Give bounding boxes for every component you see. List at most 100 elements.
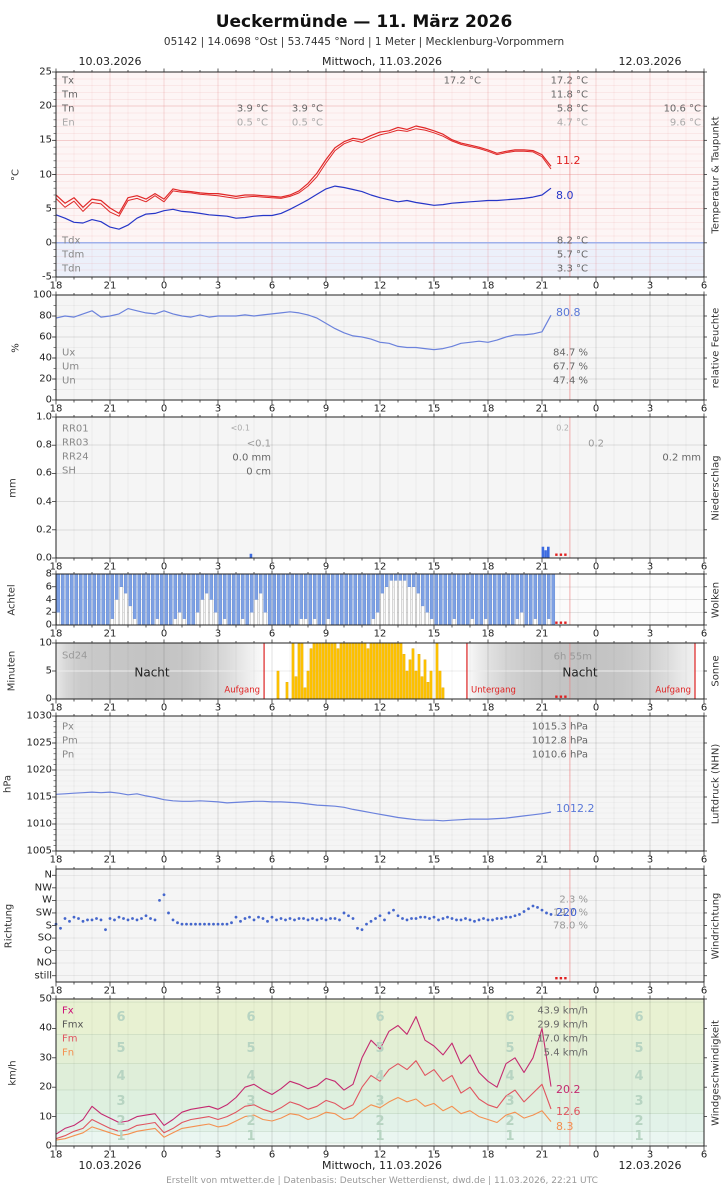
- x-tick-label: 21: [535, 854, 549, 866]
- x-tick-label: 18: [49, 403, 63, 415]
- y-tick-label: NW: [34, 882, 52, 894]
- stat-label: 0.5 °C: [236, 117, 268, 129]
- x-tick-label: 18: [481, 1149, 495, 1161]
- y-tick-label: 0: [45, 394, 52, 406]
- x-tick-label: 18: [49, 702, 63, 714]
- current-humidity: 80.8: [556, 305, 581, 319]
- x-tick-label: 6: [700, 985, 708, 997]
- y-tick-label: S: [45, 920, 52, 931]
- stat-label: Pn: [62, 749, 75, 761]
- x-tick-label: 9: [322, 403, 330, 415]
- stat-label: RR01: [62, 423, 89, 435]
- x-tick-label: 21: [103, 403, 117, 415]
- x-tick-label: 6: [268, 1149, 276, 1161]
- stat-label: RR24: [62, 451, 89, 463]
- beaufort-scale-label: 2: [375, 1114, 385, 1130]
- x-tick-label: 0: [160, 985, 168, 997]
- stat-label: Fn: [62, 1047, 75, 1059]
- axis-unit-label: °C: [10, 168, 22, 181]
- beaufort-scale-label: 5: [246, 1040, 256, 1056]
- x-tick-label: 18: [481, 403, 495, 415]
- x-tick-label: 0: [592, 280, 600, 292]
- x-tick-label: 3: [214, 280, 222, 292]
- y-tick-label: NO: [36, 957, 52, 969]
- x-tick-label: 18: [481, 561, 495, 573]
- x-tick-label: 3: [646, 561, 654, 573]
- panel-side-label: Wolken: [710, 581, 722, 618]
- axis-unit-label: %: [10, 342, 22, 353]
- beaufort-scale-label: 6: [116, 1009, 126, 1025]
- current-pressure: 1012.2: [556, 801, 595, 815]
- x-tick-label: 21: [103, 280, 117, 292]
- x-tick-label: 18: [49, 985, 63, 997]
- x-tick-label: 3: [646, 628, 654, 640]
- y-tick-label: 8: [45, 568, 52, 580]
- x-tick-label: 6: [700, 403, 708, 415]
- beaufort-scale-label: 1: [505, 1129, 515, 1145]
- stat-label: 17.0 km/h: [537, 1033, 588, 1045]
- x-tick-label: 12: [373, 985, 387, 997]
- x-tick-label: 21: [103, 854, 117, 866]
- y-tick-label: -5: [42, 271, 52, 283]
- date-top-left: 10.03.2026: [78, 55, 142, 68]
- current-temperature: 11.2: [556, 153, 581, 167]
- date-top-right: 12.03.2026: [618, 55, 682, 68]
- y-tick-label: 100: [32, 289, 52, 301]
- panel-side-label: Luftdruck (NHN): [710, 743, 722, 824]
- y-tick-label: 10: [39, 169, 52, 180]
- current-dewpoint: 8.0: [556, 188, 574, 202]
- x-tick-label: 12: [373, 561, 387, 573]
- page-title: Ueckermünde — 11. März 2026: [215, 12, 513, 32]
- current-wind-direction: 220: [556, 905, 577, 919]
- stat-label: 2.3 %: [559, 894, 588, 906]
- y-tick-label: 0.0: [36, 552, 52, 564]
- beaufort-scale-label: 6: [375, 1009, 385, 1025]
- x-tick-label: 21: [103, 985, 117, 997]
- x-tick-label: 6: [268, 403, 276, 415]
- date-bottom-left: 10.03.2026: [78, 1159, 142, 1172]
- current-gust: 20.2: [556, 1082, 581, 1096]
- y-tick-label: SO: [37, 932, 52, 944]
- x-tick-label: 3: [214, 628, 222, 640]
- stat-label: 43.9 km/h: [537, 1005, 588, 1017]
- beaufort-scale-label: 4: [116, 1068, 126, 1084]
- stat-label: 0.0 mm: [232, 452, 271, 464]
- sunrise-label: Aufgang: [655, 685, 691, 696]
- panel-side-label: Niederschlag: [710, 454, 722, 521]
- x-tick-label: 21: [535, 985, 549, 997]
- y-tick-label: still: [34, 970, 52, 982]
- x-tick-label: 15: [427, 561, 441, 573]
- axis-unit-label: mm: [7, 477, 19, 498]
- y-tick-label: 1025: [26, 737, 52, 749]
- x-tick-label: 3: [214, 854, 222, 866]
- x-tick-label: 21: [535, 702, 549, 714]
- x-tick-label: 9: [322, 854, 330, 866]
- y-tick-label: 25: [39, 66, 52, 78]
- x-tick-label: 6: [268, 280, 276, 292]
- y-tick-label: 1005: [26, 845, 52, 857]
- station-info: 05142 | 14.0698 °Ost | 53.7445 °Nord | 1…: [163, 36, 565, 48]
- beaufort-scale-label: 4: [634, 1068, 644, 1084]
- beaufort-scale-label: 3: [375, 1093, 385, 1109]
- beaufort-scale-label: 6: [634, 1009, 644, 1025]
- x-tick-label: 18: [481, 854, 495, 866]
- y-tick-label: 50: [39, 993, 52, 1005]
- stat-label: 6h 55m: [553, 651, 592, 663]
- stat-label: 8.2 °C: [556, 235, 588, 247]
- beaufort-scale-label: 4: [246, 1068, 256, 1084]
- stat-label: Un: [62, 375, 76, 387]
- x-tick-label: 3: [214, 702, 222, 714]
- x-tick-label: 3: [646, 702, 654, 714]
- x-tick-label: 9: [322, 1149, 330, 1161]
- y-tick-label: 0.2: [36, 524, 52, 536]
- beaufort-scale-label: 4: [375, 1068, 385, 1084]
- x-tick-label: 3: [214, 985, 222, 997]
- x-tick-label: 15: [427, 985, 441, 997]
- x-tick-label: 18: [49, 1149, 63, 1161]
- x-tick-label: 21: [535, 403, 549, 415]
- stat-label: 5.8 °C: [556, 103, 588, 115]
- stat-label: 10.6 °C: [663, 103, 701, 115]
- stat-label: Um: [62, 361, 80, 373]
- x-tick-label: 6: [700, 854, 708, 866]
- stat-label: <0.1: [246, 438, 271, 450]
